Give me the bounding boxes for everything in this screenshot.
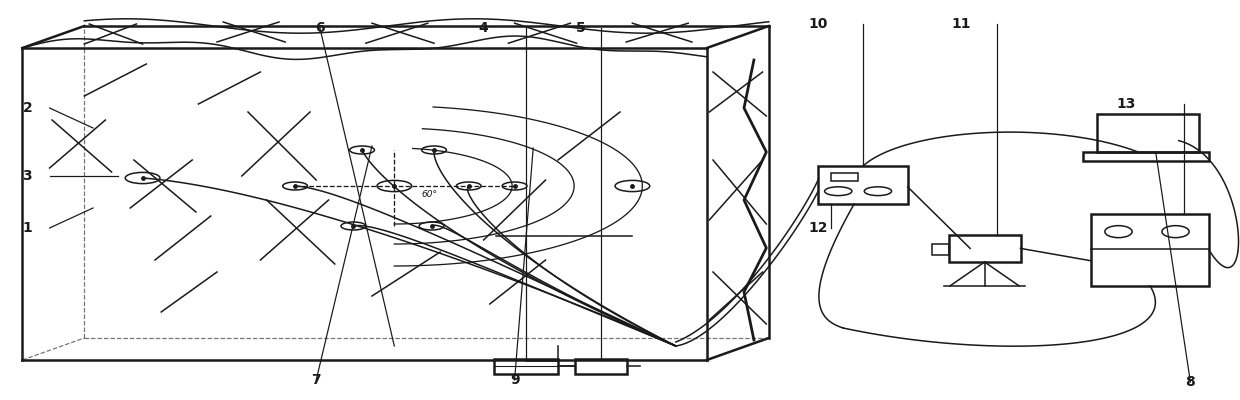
Text: 5: 5 <box>575 21 585 35</box>
Text: 6: 6 <box>315 21 325 35</box>
Bar <box>1097 114 1199 152</box>
Bar <box>932 244 949 255</box>
Text: 7: 7 <box>311 373 321 387</box>
Bar <box>831 173 858 181</box>
Text: 13: 13 <box>1116 97 1136 111</box>
Text: 10: 10 <box>808 17 828 31</box>
Bar <box>1091 214 1209 286</box>
Text: 3: 3 <box>22 169 32 183</box>
Bar <box>575 359 627 374</box>
Bar <box>818 166 908 204</box>
Text: 9: 9 <box>510 373 520 387</box>
Bar <box>949 235 1021 262</box>
Text: 2: 2 <box>22 101 32 115</box>
Text: 60°: 60° <box>422 190 438 199</box>
Text: 11: 11 <box>951 17 971 31</box>
Text: 8: 8 <box>1185 375 1195 389</box>
Bar <box>1083 152 1209 161</box>
Text: 4: 4 <box>479 21 489 35</box>
Text: 12: 12 <box>808 221 828 235</box>
Bar <box>494 359 558 374</box>
Text: 1: 1 <box>22 221 32 235</box>
